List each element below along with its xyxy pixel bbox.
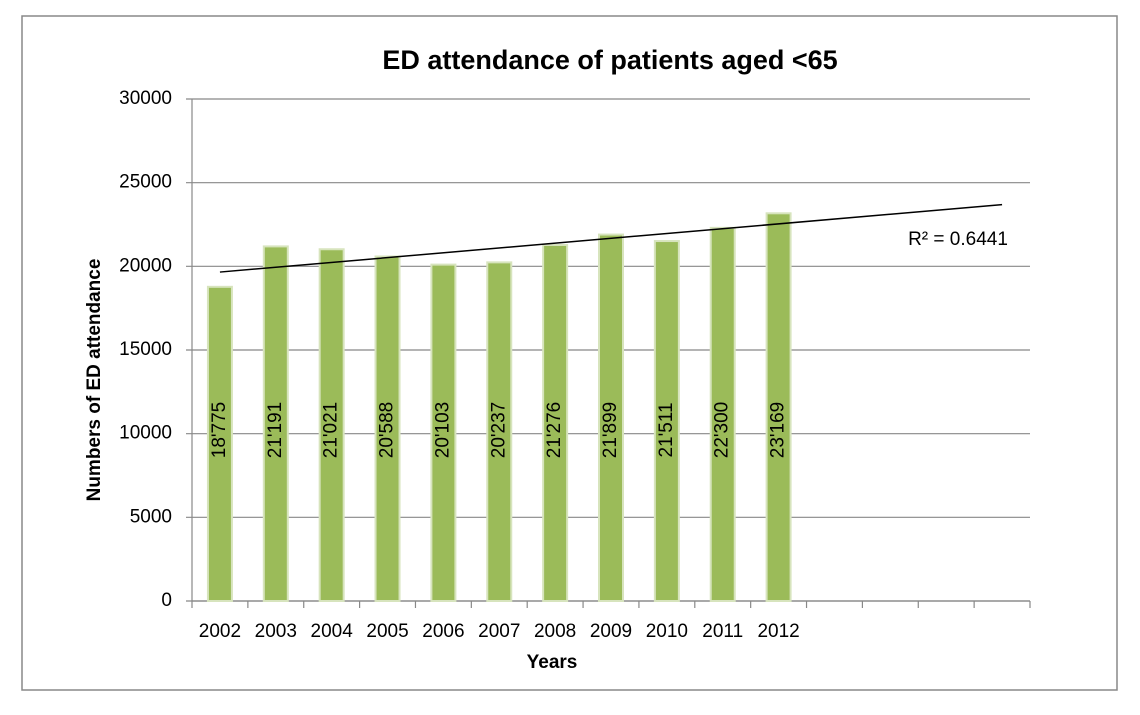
x-tick-label: 2011 [702,621,743,642]
y-tick-label: 0 [161,590,172,611]
x-tick-label: 2008 [534,621,576,642]
x-axis-label: Years [527,652,578,673]
bar [486,261,513,602]
value-label: 23'169 [768,402,789,458]
value-label: 18'775 [209,402,230,458]
trendline [219,203,1003,273]
bar [709,226,736,602]
x-tick-label: 2007 [478,621,520,642]
bar [542,243,569,602]
value-label: 22'300 [712,402,733,458]
chart-border [21,15,1118,691]
y-tick-label: 5000 [130,506,172,527]
value-label: 21'021 [321,402,342,458]
y-tick-label: 15000 [119,339,172,360]
x-tick-label: 2002 [199,621,241,642]
y-tick-label: 10000 [119,423,172,444]
value-label: 21'191 [265,402,286,458]
x-tick-label: 2003 [255,621,297,642]
value-label: 20'588 [377,402,398,458]
value-label: 21'899 [600,402,621,458]
bar [318,248,345,602]
x-tick-label: 2009 [590,621,632,642]
x-tick-label: 2004 [311,621,354,642]
bar [653,240,680,603]
y-tick-label: 20000 [119,255,172,276]
y-axis-label: Numbers of ED attendance [84,259,105,502]
value-label: 20'237 [488,402,509,458]
bar [262,245,289,602]
x-tick-label: 2010 [646,621,688,642]
x-tick-label: 2006 [422,621,464,642]
chart-title: ED attendance of patients aged <65 [382,45,837,75]
bar [206,285,233,602]
y-tick-label: 30000 [119,88,172,109]
x-tick-label: 2012 [757,621,799,642]
bar [430,263,457,602]
bar [374,255,401,602]
x-tick-label: 2005 [366,621,408,642]
bar [765,212,792,603]
value-label: 21'276 [544,402,565,458]
value-label: 20'103 [432,402,453,458]
value-label: 21'511 [656,402,677,457]
trendline-annotation: R² = 0.6441 [908,229,1008,250]
bar [598,233,624,602]
y-tick-label: 25000 [119,172,172,193]
